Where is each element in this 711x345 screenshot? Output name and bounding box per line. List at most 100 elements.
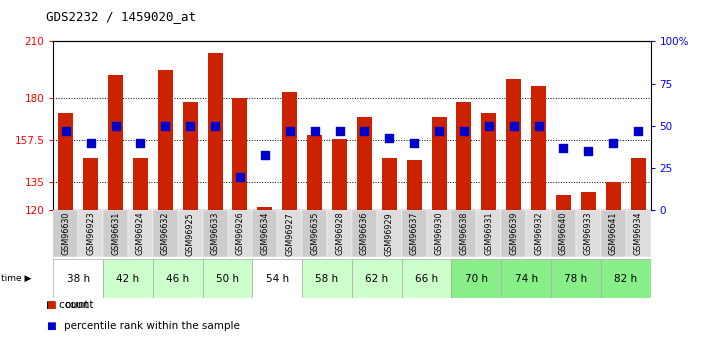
Bar [501, 259, 551, 298]
Point [135, 140, 146, 146]
Text: GSM96924: GSM96924 [136, 212, 145, 255]
Point [557, 145, 569, 151]
Bar [332, 139, 347, 210]
Bar [606, 182, 621, 210]
Bar [357, 117, 372, 210]
Text: GSM96928: GSM96928 [335, 212, 344, 255]
FancyBboxPatch shape [327, 210, 352, 257]
FancyBboxPatch shape [277, 210, 302, 257]
Bar [183, 101, 198, 210]
Bar [158, 70, 173, 210]
Text: GSM96930: GSM96930 [434, 212, 444, 255]
Text: GSM96926: GSM96926 [235, 212, 245, 255]
Text: 42 h: 42 h [117, 274, 139, 284]
Text: 78 h: 78 h [565, 274, 587, 284]
FancyBboxPatch shape [601, 210, 626, 257]
Bar [531, 87, 546, 210]
Text: GSM96635: GSM96635 [310, 212, 319, 255]
Bar [307, 135, 322, 210]
Text: GSM96932: GSM96932 [534, 212, 543, 255]
Text: GSM96637: GSM96637 [410, 212, 419, 255]
Text: 38 h: 38 h [67, 274, 90, 284]
Bar [556, 195, 571, 210]
Text: time ▶: time ▶ [1, 274, 32, 283]
Point [60, 128, 71, 134]
Bar [108, 75, 123, 210]
FancyBboxPatch shape [203, 210, 228, 257]
Point [234, 174, 246, 179]
Text: 74 h: 74 h [515, 274, 538, 284]
Bar [58, 113, 73, 210]
Text: GSM96632: GSM96632 [161, 212, 170, 255]
Bar [402, 259, 451, 298]
FancyBboxPatch shape [427, 210, 451, 257]
Text: count: count [64, 300, 93, 310]
FancyBboxPatch shape [377, 210, 402, 257]
Text: GSM96923: GSM96923 [86, 212, 95, 255]
FancyBboxPatch shape [302, 210, 327, 257]
Bar [352, 259, 402, 298]
FancyBboxPatch shape [128, 210, 153, 257]
Point [159, 123, 171, 129]
Text: percentile rank within the sample: percentile rank within the sample [64, 321, 240, 331]
Text: 66 h: 66 h [415, 274, 438, 284]
Point [583, 148, 594, 154]
Point [384, 135, 395, 140]
FancyBboxPatch shape [526, 210, 551, 257]
FancyBboxPatch shape [551, 210, 576, 257]
FancyBboxPatch shape [252, 210, 277, 257]
Text: 62 h: 62 h [365, 274, 388, 284]
Point [508, 123, 519, 129]
Text: GSM96934: GSM96934 [634, 212, 643, 255]
Text: GSM96639: GSM96639 [509, 212, 518, 255]
Text: 54 h: 54 h [266, 274, 289, 284]
Text: 50 h: 50 h [216, 274, 239, 284]
Bar [581, 192, 596, 210]
Bar [232, 98, 247, 210]
Bar [103, 259, 153, 298]
FancyBboxPatch shape [576, 210, 601, 257]
Bar [153, 259, 203, 298]
Point [458, 128, 469, 134]
Point [533, 123, 545, 129]
Point [209, 123, 220, 129]
Text: GSM96931: GSM96931 [484, 212, 493, 255]
FancyBboxPatch shape [53, 210, 78, 257]
FancyBboxPatch shape [352, 210, 377, 257]
Bar [451, 259, 501, 298]
Bar [53, 259, 103, 298]
Bar [252, 259, 302, 298]
Point [85, 140, 97, 146]
Bar [282, 92, 297, 210]
Bar [257, 207, 272, 210]
FancyBboxPatch shape [501, 210, 526, 257]
Bar [133, 158, 148, 210]
Text: ■: ■ [46, 300, 56, 310]
Bar [601, 259, 651, 298]
Bar [631, 158, 646, 210]
Point [284, 128, 296, 134]
Point [358, 128, 370, 134]
Text: GSM96925: GSM96925 [186, 212, 195, 256]
Text: GSM96640: GSM96640 [559, 212, 568, 255]
Bar [551, 259, 601, 298]
FancyBboxPatch shape [626, 210, 651, 257]
Text: 58 h: 58 h [316, 274, 338, 284]
Text: GDS2232 / 1459020_at: GDS2232 / 1459020_at [46, 10, 196, 23]
Text: GSM96630: GSM96630 [61, 212, 70, 255]
Text: 46 h: 46 h [166, 274, 189, 284]
Point [607, 140, 619, 146]
FancyBboxPatch shape [451, 210, 476, 257]
FancyBboxPatch shape [78, 210, 103, 257]
Bar [432, 117, 447, 210]
Point [259, 152, 270, 157]
Text: GSM96929: GSM96929 [385, 212, 394, 256]
Point [408, 140, 419, 146]
Point [309, 128, 320, 134]
Bar [481, 113, 496, 210]
FancyBboxPatch shape [476, 210, 501, 257]
Point [433, 128, 445, 134]
Text: 82 h: 82 h [614, 274, 637, 284]
FancyBboxPatch shape [103, 210, 128, 257]
Text: GSM96933: GSM96933 [584, 212, 593, 255]
